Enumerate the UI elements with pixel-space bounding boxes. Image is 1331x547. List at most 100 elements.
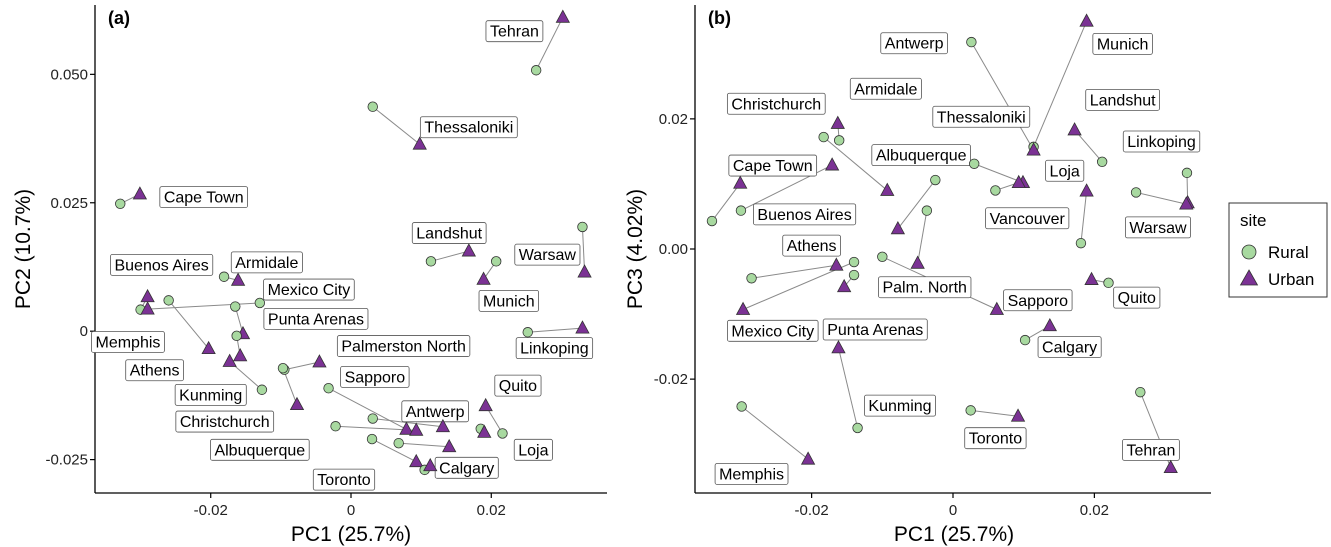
panel-a-label-warsaw: Warsaw (514, 243, 581, 266)
panel-b-rural-point-loja (1075, 237, 1087, 249)
panel-b-label-text: Palm. North (882, 280, 966, 297)
panel-b-labels: Munich Antwerp Armidale Christchurch Landshu… (714, 32, 1201, 485)
panel-b-urban-point-cape-town (733, 175, 748, 189)
panel-b-label-athens: Athens (782, 234, 841, 257)
panel-b-rural-point-warsaw (1130, 187, 1142, 198)
panel-b-label-calgary: Calgary (1037, 336, 1102, 359)
panel-a-label-text: Armidale (235, 255, 298, 272)
panel-b-urban-point-munich (1079, 13, 1094, 27)
panel-b-link-toronto (970, 409, 1019, 417)
panel-b-label-thessaloniki: Thessaloniki (932, 105, 1031, 128)
panel-a-urban-point-linkoping (575, 320, 590, 334)
panel-b-rural-point-buenos-aires (735, 205, 747, 216)
panel-b-label-box (1122, 130, 1201, 153)
panel-b-urban-point-calgary (1042, 317, 1058, 332)
panel-a-rural-point-christchurch (277, 362, 289, 374)
panel-a-urban-point-kunming (222, 353, 237, 367)
panel-a-urban-point-christchurch (289, 396, 305, 411)
panel-a-label-buenos-aires: Buenos Aires (110, 254, 214, 276)
panel-a-label-text: Quito (499, 378, 537, 395)
panel-b-link-munich (1033, 21, 1088, 148)
panel-b-label-text: Mexico City (731, 323, 814, 340)
panel-a-urban-point-mexico-city (140, 301, 155, 315)
panel-b-link-palm-north (917, 210, 928, 264)
panel-b-label-text: Landshut (1090, 92, 1156, 109)
panel-a-label-calgary: Calgary (434, 456, 499, 479)
panel-b-label-text: Buenos Aires (757, 207, 851, 224)
panel-a-y-title: PC2 (10.7%) (12, 189, 35, 309)
panel-b-label-box (1003, 289, 1073, 312)
panel-b-urban-point-sapporo (989, 301, 1004, 315)
panel-a-rural-point-athens (231, 330, 242, 342)
panel-b-rural-point-palm-north (921, 205, 933, 216)
panel-b-y-tick-label: 0.00 (659, 241, 688, 258)
panel-b-label-box (985, 207, 1070, 230)
panel-b-label-box (1113, 286, 1161, 309)
panel-b-link-memphis (741, 406, 809, 460)
panel-a-label-antwerp: Antwerp (401, 400, 469, 423)
panel-b-label-text: Punta Arenas (827, 322, 923, 339)
panel-a-rural-point-tehran (530, 65, 542, 76)
panel-a-rural-point-warsaw (577, 221, 588, 233)
panel-b-urban-point-athens (829, 257, 844, 271)
panel-a-label-text: Memphis (96, 334, 161, 351)
panel-b-rural-point-thessaloniki (969, 158, 980, 169)
panel-b-label-box (871, 144, 971, 167)
panel-b-label-text: Vancouver (990, 211, 1066, 228)
panel-b-label-text: Calgary (1042, 340, 1097, 357)
panel-b-label-sapporo: Sapporo (1003, 289, 1073, 312)
panel-b-rural-point-landshut (1096, 156, 1108, 168)
panel-b-urban-point-warsaw (1179, 196, 1194, 210)
panel-a-rural-point-antwerp (367, 413, 378, 424)
panel-a-label-box (263, 307, 369, 330)
panel-a-label-text: Landshut (416, 226, 482, 243)
panel-b-urban-point-tehran (1163, 459, 1178, 474)
panel-a-label-box (411, 222, 487, 244)
panel-a-link-antwerp (372, 418, 443, 428)
panel-a-urban-point-toronto (409, 453, 424, 468)
panel-a-label-text: Munich (483, 293, 535, 310)
panel-b-label-text: Linkoping (1127, 134, 1196, 151)
panel-a-rural-point-landshut (425, 256, 437, 267)
panel-a-label-text: Linkoping (520, 341, 589, 358)
panel-b-label-punta-arenas: Punta Arenas (822, 318, 928, 341)
panel-b-link-kunming (838, 347, 859, 429)
panel-b-label-loja: Loja (1045, 159, 1085, 182)
panel-b-rural-point-kunming (852, 422, 863, 434)
panel-a-label-thessaloniki: Thessaloniki (419, 116, 518, 139)
panel-b-label-text: Armidale (854, 81, 917, 98)
panel-b-label-mexico-city: Mexico City (727, 319, 819, 342)
panel-b-label-text: Christchurch (731, 96, 821, 113)
panel-b-label-text: Albuquerque (876, 148, 967, 165)
panel-a-urban-point-munich (476, 271, 491, 285)
panel-a-urban-point-athens (233, 348, 248, 362)
panel-a-label-text: Athens (130, 363, 180, 380)
panel-b-link-albuquerque (897, 179, 936, 230)
panel-a-label-armidale: Armidale (230, 251, 303, 274)
panel-a-urban-point-quito (478, 397, 493, 412)
panel-a-label-punta-arenas: Punta Arenas (263, 307, 369, 330)
panel-b-label-antwerp: Antwerp (880, 32, 948, 55)
legend-urban-label: Urban (1268, 270, 1314, 289)
panel-b-rural-point-memphis (736, 401, 747, 412)
panel-a-label-text: Kunming (179, 387, 242, 404)
panel-a-label-box (125, 359, 184, 382)
panel-b-label-box (1092, 32, 1153, 55)
panel-b-rural-point-calgary (1019, 334, 1031, 346)
panel-b-label-quito: Quito (1113, 286, 1161, 309)
panel-b-label-text: Toronto (969, 431, 1022, 448)
panel-b-rural-point-sapporo (877, 251, 888, 263)
panel-a-rural-point-memphis (163, 295, 174, 306)
panel-b-y-tick-label: 0.02 (659, 111, 688, 128)
panel-a-y-tick-label: 0 (80, 323, 88, 340)
panel-b-urban-point-buenos-aires (824, 157, 840, 171)
panel-b-label-text: Kunming (868, 398, 931, 415)
panel-b-label-albuquerque: Albuquerque (871, 144, 971, 167)
panel-a-label-memphis: Memphis (91, 331, 165, 353)
panel-b-label-vancouver: Vancouver (985, 207, 1070, 230)
panel-a-urban-point-vancouver (423, 457, 438, 472)
panel-a-link-toronto (371, 438, 417, 463)
panel-b-label-text: Warsaw (1129, 220, 1187, 237)
panel-b-label-text: Munich (1097, 36, 1149, 53)
panel-a-label-box (419, 116, 518, 139)
